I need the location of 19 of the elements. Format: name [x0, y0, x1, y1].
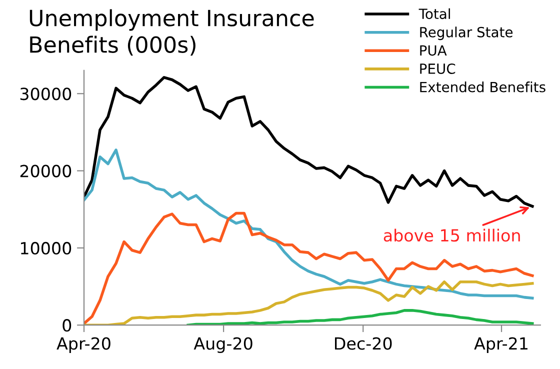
x-tick-label: Apr-21	[474, 337, 528, 354]
legend-label: Total	[418, 8, 450, 20]
x-tick-label: Aug-20	[194, 337, 252, 354]
line-series	[186, 309, 534, 326]
y-tick-label: 20000	[20, 164, 72, 178]
line-series	[84, 212, 534, 325]
annotation: above 15 million	[384, 228, 520, 242]
y-tick-label: 0	[62, 319, 72, 332]
x-tick-label: Apr-20	[56, 337, 110, 354]
x-tick-label: Dec-20	[335, 337, 392, 350]
line-series	[84, 148, 534, 300]
y-tick-label: 10000	[21, 242, 72, 255]
chart-title: Unemployment Insurance Benefits (000s)	[30, 9, 314, 56]
legend-label: PUA	[420, 45, 447, 56]
legend-label: PEUC	[420, 63, 456, 74]
legend-label: Regular State	[420, 26, 513, 40]
line-series	[84, 280, 534, 326]
legend-label: Extended Benefits	[420, 82, 546, 92]
y-tick-label: 30000	[20, 88, 72, 100]
